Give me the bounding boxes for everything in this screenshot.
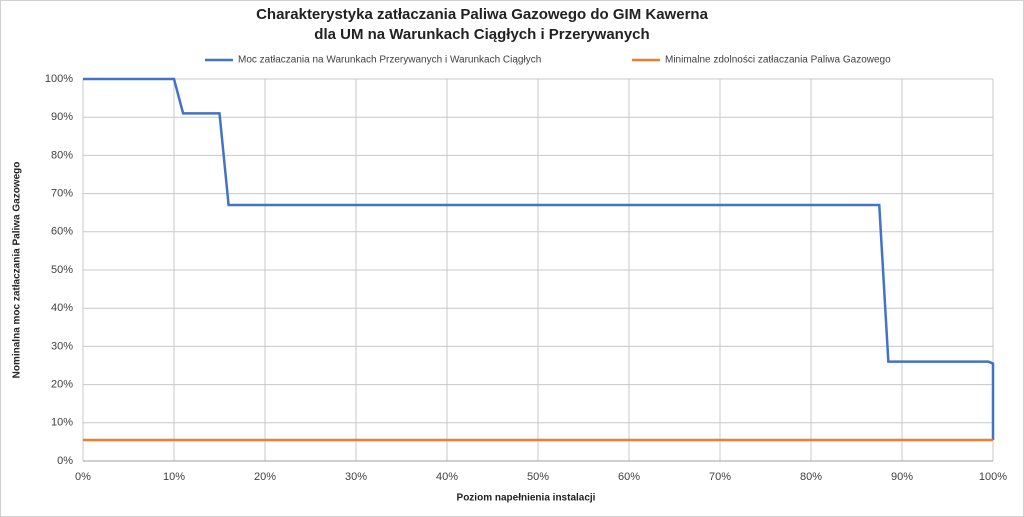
data-line bbox=[83, 77, 995, 440]
x-tick-label: 50% bbox=[527, 471, 549, 483]
x-axis-label: Poziom napełnienia instalacji bbox=[457, 493, 596, 504]
y-tick-label: 70% bbox=[51, 188, 73, 200]
x-tick-label: 100% bbox=[979, 471, 1007, 483]
y-axis-label: Nominalna moc zatłaczania Paliwa Gazoweg… bbox=[12, 162, 23, 379]
chart-title: dla UM na Warunkach Ciągłych i Przerywan… bbox=[314, 26, 649, 43]
x-tick-label: 70% bbox=[709, 471, 731, 483]
y-tick-label: 80% bbox=[51, 149, 73, 161]
legend-label: Minimalne zdolności zatłaczania Paliwa G… bbox=[665, 55, 891, 66]
x-tick-label: 80% bbox=[800, 471, 822, 483]
x-tick-label: 0% bbox=[75, 471, 91, 483]
x-tick-label: 90% bbox=[891, 471, 913, 483]
x-tick-label: 40% bbox=[436, 471, 458, 483]
legend-label: Moc zatłaczania na Warunkach Przerywanyc… bbox=[238, 55, 541, 66]
y-tick-label: 30% bbox=[51, 340, 73, 352]
y-tick-label: 50% bbox=[51, 264, 73, 276]
y-tick-label: 10% bbox=[51, 417, 73, 429]
x-tick-label: 30% bbox=[345, 471, 367, 483]
y-tick-label: 60% bbox=[51, 226, 73, 238]
x-tick-label: 60% bbox=[618, 471, 640, 483]
x-tick-label: 10% bbox=[163, 471, 185, 483]
y-tick-label: 90% bbox=[51, 111, 73, 123]
x-tick-label: 20% bbox=[254, 471, 276, 483]
y-tick-label: 100% bbox=[45, 73, 73, 85]
y-tick-label: 20% bbox=[51, 379, 73, 391]
chart-title: Charakterystyka zatłaczania Paliwa Gazow… bbox=[256, 6, 708, 23]
y-tick-label: 0% bbox=[57, 455, 73, 467]
y-tick-label: 40% bbox=[51, 302, 73, 314]
